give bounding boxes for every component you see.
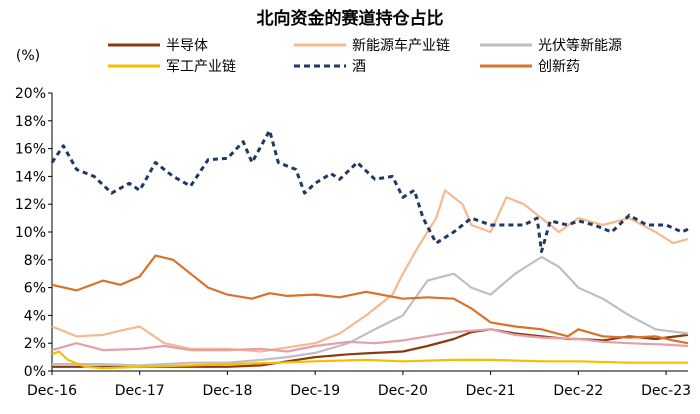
legend-label: 军工产业链 (166, 59, 236, 75)
legend-label: 新能源车产业链 (352, 37, 450, 54)
x-tick-label: Dec-16 (27, 383, 77, 399)
y-tick-label: 0% (24, 364, 46, 380)
legend-label: 光伏等新能源 (538, 37, 622, 54)
series-line (51, 350, 688, 370)
x-tick-label: Dec-21 (466, 383, 516, 399)
y-tick-label: 12% (15, 197, 46, 213)
series-line (51, 254, 689, 345)
x-tick-label: Dec-17 (115, 383, 165, 399)
chart-series (50, 129, 689, 370)
y-tick-label: 14% (15, 169, 46, 185)
series-line (51, 189, 689, 353)
x-tick-label: Dec-22 (553, 383, 603, 399)
legend-label: 半导体 (166, 38, 208, 54)
y-tick-label: 16% (15, 142, 46, 158)
series-line (52, 255, 689, 367)
y-tick-label: 2% (24, 336, 46, 352)
y-tick-label: 10% (15, 225, 46, 241)
x-tick-label: Dec-20 (378, 383, 428, 399)
chart-axes: 0% 2% 4% 6% 8% 10% 12% 14% 16% 18% 20% Dec-16 Dec-17… (15, 86, 691, 399)
series-line (50, 129, 689, 253)
chart-title: 北向资金的赛道持仓占比 (257, 8, 444, 29)
x-tick-label: Dec-19 (290, 383, 340, 399)
legend-label: 创新药 (538, 59, 580, 75)
y-tick-label: 6% (24, 281, 46, 297)
legend-label: 酒 (352, 59, 366, 75)
series-line (52, 328, 689, 368)
y-tick-label: 8% (24, 253, 46, 269)
series-line (51, 328, 689, 353)
x-tick-label: Dec-18 (202, 383, 252, 399)
y-tick-label: 20% (15, 86, 46, 102)
y-tick-label: 4% (24, 308, 46, 324)
y-tick-label: 18% (15, 114, 46, 130)
y-axis-unit-label: (%) (16, 48, 40, 64)
x-tick-label: Dec-23 (641, 383, 691, 399)
